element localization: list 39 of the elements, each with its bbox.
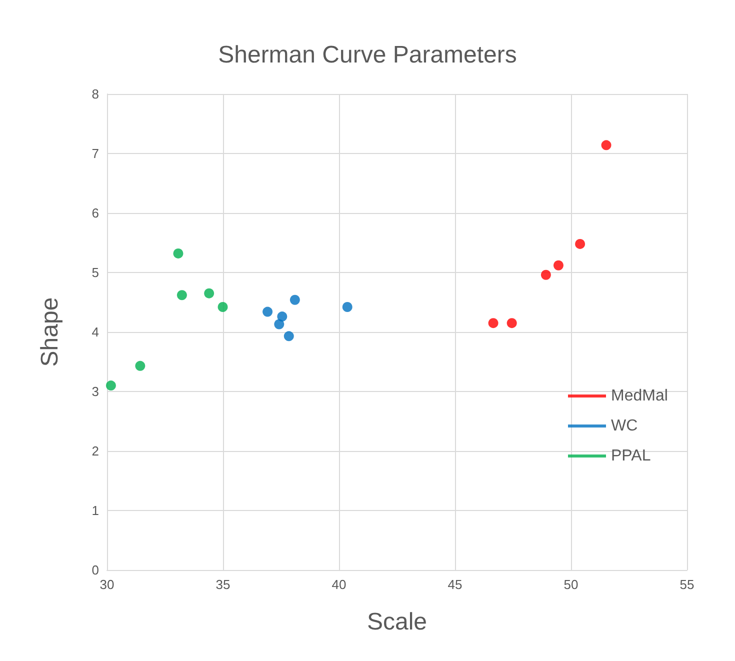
point	[277, 312, 288, 322]
y-tick-label: 6	[92, 206, 99, 220]
point	[135, 360, 146, 371]
point	[553, 260, 564, 270]
point	[274, 319, 284, 330]
point	[506, 318, 517, 328]
point	[290, 294, 300, 305]
point	[262, 306, 273, 317]
y-tick-label: 3	[92, 384, 99, 399]
y-tick-label: 8	[92, 86, 99, 102]
point	[540, 270, 551, 280]
point	[204, 288, 214, 298]
legend-label: MedMal	[611, 388, 668, 404]
x-tick-label: 35	[216, 577, 230, 592]
y-tick-label: 1	[92, 503, 99, 518]
chart-title: Sherman Curve Parameters	[218, 42, 517, 68]
point	[342, 302, 352, 312]
point	[218, 302, 228, 312]
legend-label: WC	[611, 418, 638, 434]
point	[173, 248, 184, 258]
point	[575, 238, 586, 249]
point	[284, 331, 294, 342]
x-tick-label: 55	[680, 577, 694, 592]
y-axis-title: Shape	[36, 297, 64, 367]
point	[601, 140, 612, 150]
point	[176, 290, 187, 300]
x-tick-label: 40	[332, 577, 346, 592]
y-tick-label: 7	[92, 146, 99, 161]
y-tick-label: 2	[92, 444, 99, 458]
x-tick-label: 45	[448, 577, 462, 592]
y-tick-label: 0	[92, 562, 99, 578]
x-axis-title: Scale	[366, 608, 428, 636]
x-tick-label: 50	[564, 577, 578, 592]
x-tick-label: 30	[100, 577, 114, 592]
point	[106, 380, 116, 391]
y-tick-label: 4	[92, 324, 99, 340]
y-tick-label: 5	[92, 265, 99, 280]
point	[488, 318, 498, 328]
legend-label: PPAL	[611, 448, 651, 464]
